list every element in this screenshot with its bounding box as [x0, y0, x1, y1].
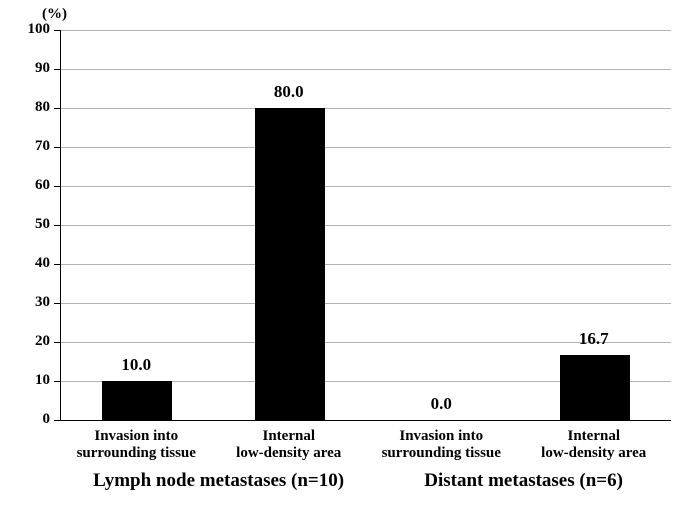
bar — [255, 108, 325, 420]
grid-line — [61, 147, 671, 148]
bar-category-label: Invasion into surrounding tissue — [382, 428, 501, 463]
y-tick-label: 80 — [14, 99, 50, 116]
bar-value-label: 0.0 — [431, 394, 452, 414]
y-tick-mark — [54, 303, 60, 304]
bar-value-label: 80.0 — [274, 82, 304, 102]
y-tick-mark — [54, 420, 60, 421]
y-tick-mark — [54, 69, 60, 70]
group-label: Lymph node metastases (n=10) — [93, 470, 344, 492]
bar-category-label: Internal low-density area — [236, 428, 341, 463]
y-tick-mark — [54, 225, 60, 226]
y-tick-label: 60 — [14, 177, 50, 194]
y-tick-mark — [54, 108, 60, 109]
y-tick-label: 50 — [14, 216, 50, 233]
y-tick-label: 30 — [14, 294, 50, 311]
y-tick-label: 40 — [14, 255, 50, 272]
y-tick-label: 20 — [14, 333, 50, 350]
y-tick-mark — [54, 264, 60, 265]
grid-line — [61, 30, 671, 31]
grid-line — [61, 303, 671, 304]
chart-container: (%)010203040506070809010010.0Invasion in… — [0, 0, 685, 522]
bar-category-label: Internal low-density area — [541, 428, 646, 463]
y-tick-mark — [54, 186, 60, 187]
bar — [560, 355, 630, 420]
bar-value-label: 16.7 — [579, 329, 609, 349]
y-tick-label: 100 — [14, 21, 50, 38]
grid-line — [61, 186, 671, 187]
y-tick-label: 90 — [14, 60, 50, 77]
y-tick-mark — [54, 30, 60, 31]
grid-line — [61, 225, 671, 226]
grid-line — [61, 264, 671, 265]
plot-area — [60, 30, 671, 421]
y-tick-mark — [54, 381, 60, 382]
y-tick-mark — [54, 147, 60, 148]
y-tick-mark — [54, 342, 60, 343]
bar-value-label: 10.0 — [121, 355, 151, 375]
grid-line — [61, 108, 671, 109]
bar — [102, 381, 172, 420]
y-tick-label: 70 — [14, 138, 50, 155]
grid-line — [61, 69, 671, 70]
y-tick-label: 10 — [14, 372, 50, 389]
y-tick-label: 0 — [14, 411, 50, 428]
bar-category-label: Invasion into surrounding tissue — [77, 428, 196, 463]
group-label: Distant metastases (n=6) — [424, 470, 623, 492]
